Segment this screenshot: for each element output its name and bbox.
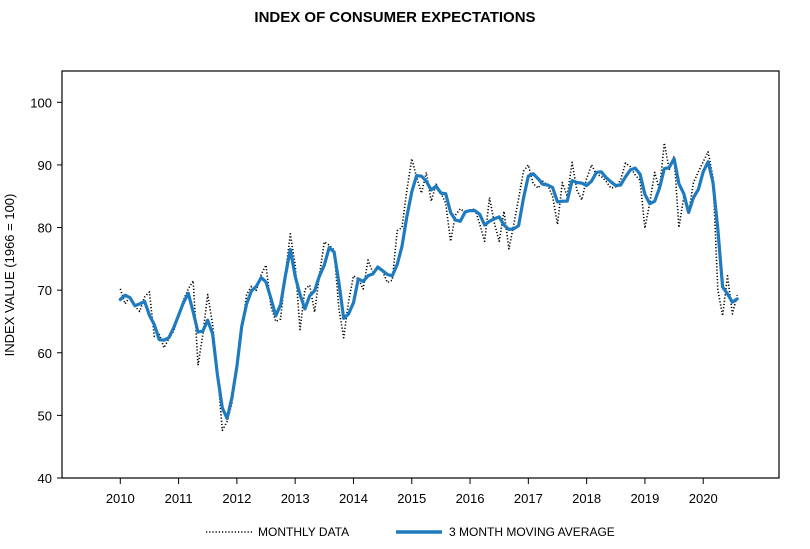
x-tick-label: 2020 [689, 491, 718, 506]
x-tick-label: 2015 [397, 491, 426, 506]
y-axis-label: INDEX VALUE (1966 = 100) [2, 194, 17, 357]
x-tick-label: 2012 [222, 491, 251, 506]
x-axis: 2010 2011 2012 2013 2014 2015 2016 2017 2018 2019… [106, 478, 718, 506]
y-tick-label: 60 [38, 346, 52, 361]
x-tick-label: 2013 [281, 491, 310, 506]
y-tick-label: 100 [30, 95, 52, 110]
series-line-moving-average [118, 157, 739, 421]
series-layer [118, 142, 739, 432]
legend-label-monthly: MONTHLY DATA [258, 525, 349, 539]
y-tick-label: 40 [38, 471, 52, 486]
x-tick-label: 2010 [106, 491, 135, 506]
legend-label-moving-average: 3 MONTH MOVING AVERAGE [449, 525, 615, 539]
y-tick-label: 70 [38, 283, 52, 298]
x-tick-label: 2016 [456, 491, 485, 506]
legend: MONTHLY DATA 3 MONTH MOVING AVERAGE [206, 525, 615, 539]
x-tick-label: 2018 [572, 491, 601, 506]
x-tick-label: 2017 [514, 491, 543, 506]
chart-title: INDEX OF CONSUMER EXPECTATIONS [254, 9, 536, 26]
x-tick-label: 2011 [165, 491, 193, 506]
y-tick-label: 80 [38, 221, 52, 236]
y-axis: 40 50 60 70 80 90 100 [30, 95, 62, 486]
y-tick-label: 90 [38, 158, 52, 173]
x-tick-label: 2019 [630, 491, 659, 506]
y-tick-label: 50 [38, 408, 52, 423]
x-tick-label: 2014 [339, 491, 368, 506]
plot-area-frame [61, 70, 780, 479]
